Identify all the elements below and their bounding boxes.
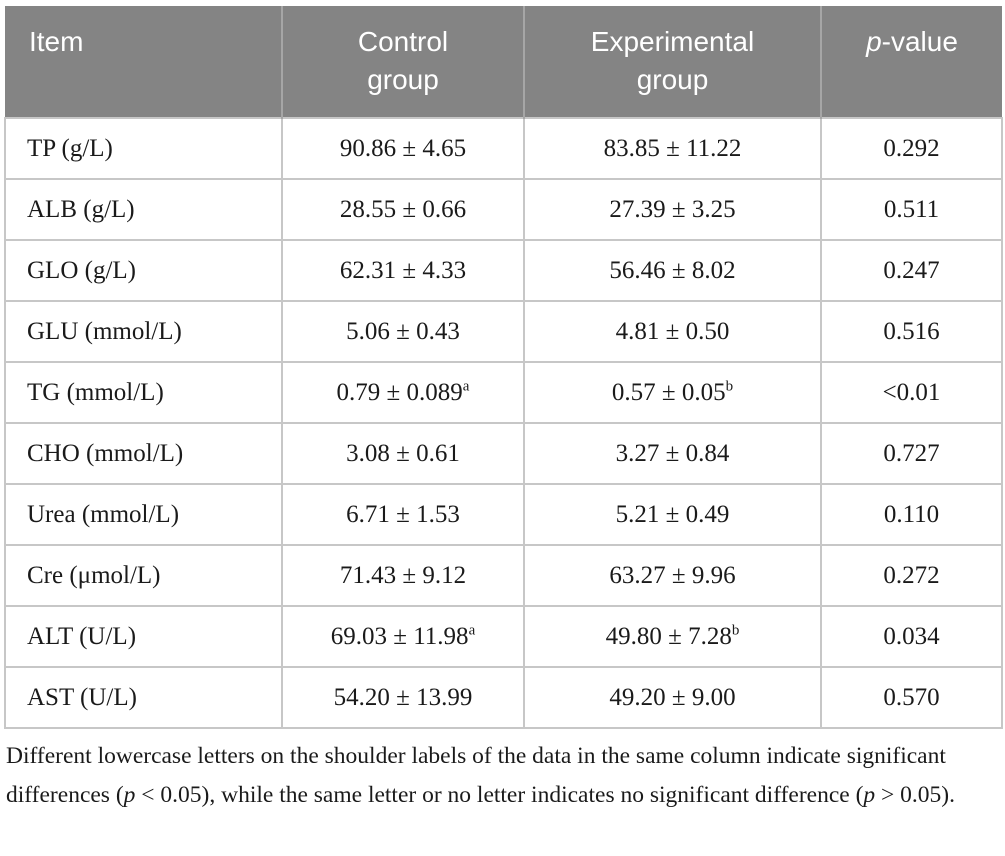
item-cell: ALT (U/L): [4, 605, 283, 668]
significance-letter: b: [731, 622, 740, 639]
footnote-text: Different lowercase letters on the shoul…: [6, 743, 946, 808]
control-value-cell: 69.03 ± 11.98a: [281, 605, 525, 668]
table-footnote: Different lowercase letters on the shoul…: [6, 737, 1002, 815]
pvalue-cell: 0.247: [820, 239, 1003, 302]
table-row-tg: TG (mmol/L) 0.79 ± 0.089a 0.57 ± 0.05b <…: [4, 361, 1003, 424]
pvalue-cell: 0.292: [820, 117, 1003, 180]
pvalue-cell: 0.272: [820, 544, 1003, 607]
experimental-value-cell: 49.80 ± 7.28b: [523, 605, 822, 668]
control-value-cell: 6.71 ± 1.53: [281, 483, 525, 546]
column-header-control-label: Control group: [357, 26, 449, 95]
control-value-cell: 28.55 ± 0.66: [281, 178, 525, 241]
pvalue-cell: 0.570: [820, 666, 1003, 729]
table-row-ast: AST (U/L) 54.20 ± 13.99 49.20 ± 9.00 0.5…: [4, 666, 1003, 729]
table-row-cre: Cre (μmol/L) 71.43 ± 9.12 63.27 ± 9.96 0…: [4, 544, 1003, 607]
column-header-experimental-group: Experimental group: [523, 6, 821, 118]
footnote-italic-p: p: [863, 782, 876, 808]
experimental-value-cell: 0.57 ± 0.05b: [523, 361, 822, 424]
pvalue-italic-p: p: [866, 26, 882, 57]
experimental-value-cell: 4.81 ± 0.50: [523, 300, 822, 363]
pvalue-cell: 0.516: [820, 300, 1003, 363]
pvalue-cell: 0.110: [820, 483, 1003, 546]
significance-letter: a: [468, 622, 476, 639]
pvalue-cell: 0.034: [820, 605, 1003, 668]
table-row-alt: ALT (U/L) 69.03 ± 11.98a 49.80 ± 7.28b 0…: [4, 605, 1003, 668]
column-header-item: Item: [5, 6, 282, 118]
control-value-cell: 54.20 ± 13.99: [281, 666, 525, 729]
footnote-text: < 0.05), while the same letter or no let…: [135, 782, 864, 808]
item-cell: CHO (mmol/L): [4, 422, 283, 485]
table-row-alb: ALB (g/L) 28.55 ± 0.66 27.39 ± 3.25 0.51…: [4, 178, 1003, 241]
table-row-urea: Urea (mmol/L) 6.71 ± 1.53 5.21 ± 0.49 0.…: [4, 483, 1003, 546]
control-value-cell: 0.79 ± 0.089a: [281, 361, 525, 424]
item-cell: Cre (μmol/L): [4, 544, 283, 607]
column-header-pvalue: p-value: [820, 6, 1002, 118]
pvalue-cell: <0.01: [820, 361, 1003, 424]
footnote-italic-p: p: [123, 782, 136, 808]
item-cell: AST (U/L): [4, 666, 283, 729]
item-cell: Urea (mmol/L): [4, 483, 283, 546]
control-value-cell: 5.06 ± 0.43: [281, 300, 525, 363]
control-value-cell: 3.08 ± 0.61: [281, 422, 525, 485]
table-row-glu: GLU (mmol/L) 5.06 ± 0.43 4.81 ± 0.50 0.5…: [4, 300, 1003, 363]
experimental-value-cell: 27.39 ± 3.25: [523, 178, 822, 241]
footnote-text: > 0.05).: [875, 782, 956, 808]
experimental-value-cell: 83.85 ± 11.22: [523, 117, 822, 180]
item-cell: GLU (mmol/L): [4, 300, 283, 363]
column-header-item-label: Item: [29, 26, 84, 57]
pvalue-cell: 0.727: [820, 422, 1003, 485]
table-header-row: Item Control group Experimental group p-…: [5, 6, 1002, 118]
experimental-value-cell: 56.46 ± 8.02: [523, 239, 822, 302]
table-row-cho: CHO (mmol/L) 3.08 ± 0.61 3.27 ± 0.84 0.7…: [4, 422, 1003, 485]
significance-letter: b: [725, 378, 734, 395]
column-header-control-group: Control group: [281, 6, 524, 118]
experimental-value-cell: 63.27 ± 9.96: [523, 544, 822, 607]
item-cell: TG (mmol/L): [4, 361, 283, 424]
table-row-tp: TP (g/L) 90.86 ± 4.65 83.85 ± 11.22 0.29…: [4, 117, 1003, 180]
pvalue-rest: -value: [881, 26, 958, 57]
control-value-cell: 90.86 ± 4.65: [281, 117, 525, 180]
biochemistry-table: Item Control group Experimental group p-…: [4, 6, 1003, 729]
experimental-value-cell: 49.20 ± 9.00: [523, 666, 822, 729]
item-cell: GLO (g/L): [4, 239, 283, 302]
experimental-value-cell: 5.21 ± 0.49: [523, 483, 822, 546]
control-value-cell: 71.43 ± 9.12: [281, 544, 525, 607]
experimental-value-cell: 3.27 ± 0.84: [523, 422, 822, 485]
pvalue-cell: 0.511: [820, 178, 1003, 241]
significance-letter: a: [462, 378, 470, 395]
column-header-experimental-label: Experimental group: [590, 26, 755, 95]
control-value-cell: 62.31 ± 4.33: [281, 239, 525, 302]
table-row-glo: GLO (g/L) 62.31 ± 4.33 56.46 ± 8.02 0.24…: [4, 239, 1003, 302]
item-cell: ALB (g/L): [4, 178, 283, 241]
item-cell: TP (g/L): [4, 117, 283, 180]
